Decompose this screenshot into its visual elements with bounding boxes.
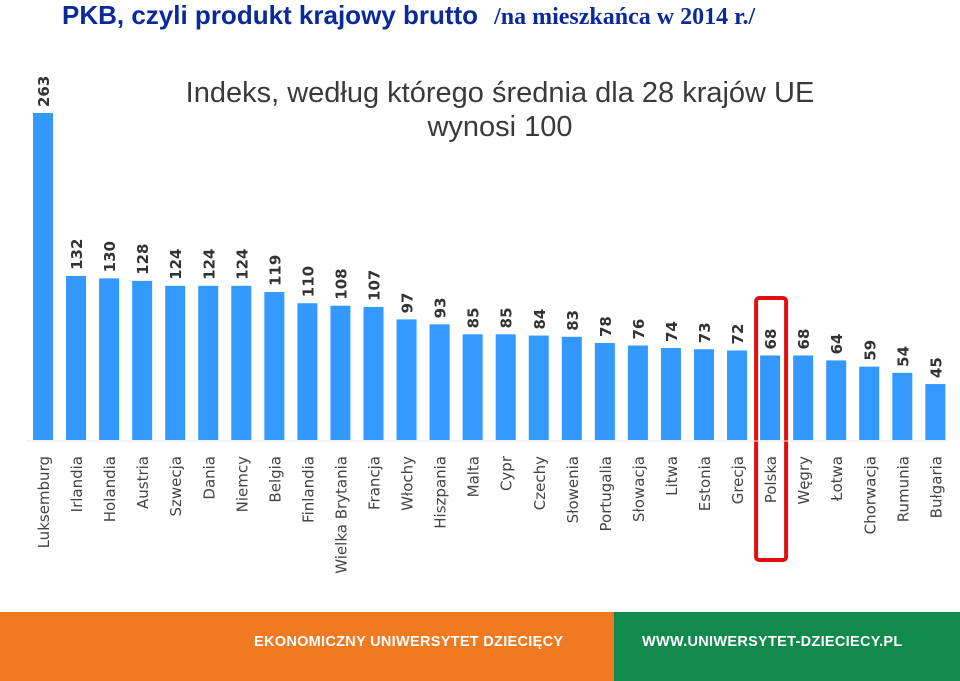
category-label-27: Bułgaria	[927, 456, 945, 518]
data-label-3: 128	[134, 244, 152, 275]
bar-12	[429, 324, 450, 440]
category-label-5: Dania	[200, 456, 218, 500]
category-label-0: Luksemburg	[35, 456, 53, 548]
bar-14	[495, 334, 516, 440]
category-label-3: Austria	[134, 456, 152, 509]
data-label-6: 124	[233, 249, 251, 280]
bar-23	[793, 355, 814, 440]
category-label-7: Belgia	[266, 456, 284, 503]
bar-chart: 263 Luksemburg 132 Irlandia 130 Holandia 128 Au…	[26, 76, 948, 574]
data-label-26: 54	[894, 346, 912, 367]
bar-0	[33, 113, 53, 440]
data-label-19: 74	[663, 321, 681, 342]
data-label-1: 132	[68, 239, 86, 270]
bar-17	[594, 343, 615, 440]
bar-4	[165, 285, 186, 440]
bar-21	[727, 350, 748, 440]
footer-right-banner: WWW.UNIWERSYTET-DZIECIECY.PL	[614, 612, 960, 681]
bar-3	[132, 280, 153, 440]
category-label-11: Włochy	[399, 456, 417, 511]
data-label-5: 124	[200, 249, 218, 280]
data-label-27: 45	[927, 357, 945, 378]
category-label-20: Estonia	[696, 456, 714, 511]
data-label-15: 84	[531, 309, 549, 330]
category-label-19: Litwa	[663, 456, 681, 496]
data-label-10: 107	[366, 270, 384, 301]
category-label-6: Niemcy	[233, 456, 251, 512]
category-label-10: Francja	[366, 456, 384, 510]
data-label-9: 108	[332, 268, 350, 299]
data-label-23: 68	[795, 329, 813, 350]
bar-13	[462, 334, 483, 440]
footer-website-link[interactable]: WWW.UNIWERSYTET-DZIECIECY.PL	[642, 634, 903, 650]
category-label-12: Hiszpania	[432, 456, 450, 529]
data-label-0: 263	[35, 76, 53, 107]
data-label-13: 85	[465, 307, 483, 328]
data-label-25: 59	[861, 340, 879, 361]
bar-8	[297, 303, 318, 440]
category-label-9: Wielka Brytania	[332, 456, 350, 574]
footer-left-banner: EKONOMICZNY UNIWERSYTET DZIECIĘCY	[0, 612, 614, 681]
category-label-24: Łotwa	[828, 456, 846, 502]
data-label-7: 119	[266, 255, 284, 286]
data-label-4: 124	[167, 249, 185, 280]
category-label-16: Słowenia	[564, 456, 582, 523]
data-label-21: 72	[729, 324, 747, 345]
category-label-2: Holandia	[101, 456, 119, 522]
category-label-4: Szwecja	[167, 456, 185, 517]
title-main: PKB, czyli produkt krajowy brutto	[62, 0, 479, 30]
category-label-21: Grecja	[729, 456, 747, 504]
data-label-22: 68	[762, 329, 780, 350]
category-label-17: Portugalia	[597, 456, 615, 531]
data-label-20: 73	[696, 322, 714, 343]
subtitle-line-1: Indeks, według którego średnia dla 28 kr…	[185, 77, 815, 109]
bar-1	[66, 275, 87, 440]
category-label-8: Finlandia	[299, 456, 317, 523]
category-label-22: Polska	[762, 456, 780, 503]
bar-24	[826, 360, 847, 440]
category-label-23: Węgry	[795, 456, 813, 505]
category-label-15: Czechy	[531, 456, 549, 510]
chart-subtitle: Indeks, według którego średnia dla 28 kr…	[100, 76, 900, 144]
data-label-12: 93	[432, 297, 450, 318]
category-label-26: Rumunia	[894, 456, 912, 522]
bar-11	[396, 319, 417, 440]
bar-6	[231, 285, 252, 440]
category-label-25: Chorwacja	[861, 456, 879, 534]
bar-5	[198, 285, 219, 440]
data-label-16: 83	[564, 310, 582, 331]
category-label-13: Malta	[465, 456, 483, 497]
bar-20	[694, 349, 714, 440]
category-label-18: Słowacja	[630, 456, 648, 522]
data-label-11: 97	[399, 293, 417, 314]
bar-15	[528, 335, 549, 440]
bar-10	[363, 306, 384, 440]
bar-19	[660, 347, 681, 440]
bar-27	[925, 384, 946, 440]
bar-7	[264, 292, 285, 440]
subtitle-line-2: wynosi 100	[427, 111, 573, 143]
bar-9	[330, 305, 351, 440]
bar-2	[99, 278, 120, 440]
highlight-frame	[754, 296, 789, 562]
bar-18	[627, 345, 648, 440]
data-label-24: 64	[828, 334, 846, 355]
bar-25	[859, 366, 880, 440]
bar-16	[561, 336, 582, 440]
title-suffix: /na mieszkańca w 2014 r./	[494, 4, 756, 30]
category-label-14: Cypr	[498, 455, 516, 491]
data-label-17: 78	[597, 316, 615, 337]
data-label-14: 85	[498, 307, 516, 328]
bar-26	[892, 372, 913, 440]
data-label-18: 76	[630, 319, 648, 340]
data-label-2: 130	[101, 241, 119, 272]
category-label-1: Irlandia	[68, 456, 86, 512]
chart-title: PKB, czyli produkt krajowy brutto/na mie…	[62, 0, 755, 36]
footer-organization: EKONOMICZNY UNIWERSYTET DZIECIĘCY	[254, 634, 564, 650]
data-label-8: 110	[299, 266, 317, 297]
bar-22	[760, 355, 781, 440]
